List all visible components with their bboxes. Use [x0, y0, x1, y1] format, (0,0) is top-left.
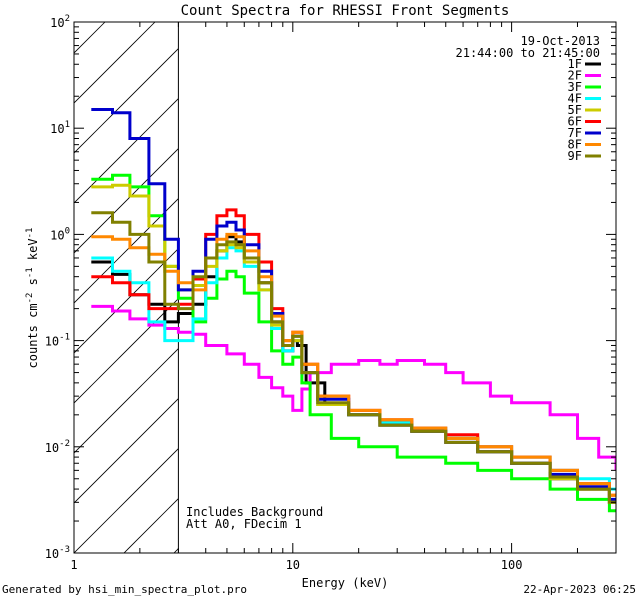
legend-label-7F: 7F — [568, 126, 582, 140]
hatch-line — [74, 298, 179, 404]
hatch-line — [0, 22, 5, 553]
legend-label-6F: 6F — [568, 115, 582, 129]
hatch-line — [74, 448, 179, 553]
y-tick-label: 100 — [50, 226, 70, 242]
chart-title: Count Spectra for RHESSI Front Segments — [181, 3, 510, 19]
hatch-line — [74, 98, 179, 204]
series-line-9F — [91, 211, 616, 504]
hatch-line — [74, 398, 179, 504]
legend-label-8F: 8F — [568, 138, 582, 152]
x-tick-label: 100 — [501, 558, 523, 572]
series-line-5F — [91, 183, 616, 504]
y-tick-label: 10-3 — [45, 545, 70, 561]
series-line-2F — [91, 304, 616, 471]
hatch-line — [374, 22, 640, 553]
y-tick-label: 102 — [50, 14, 70, 30]
series-line-4F — [91, 246, 616, 491]
hatched-region — [0, 22, 640, 553]
hatch-line — [624, 22, 640, 553]
y-tick-label: 101 — [50, 120, 70, 136]
hatch-line — [524, 22, 640, 553]
series-line-3F — [91, 173, 616, 513]
axis-ticks: 1 10 100 10-3 10-2 10-1 100 101 102 — [45, 14, 617, 572]
legend-label-4F: 4F — [568, 92, 582, 106]
hatch-line — [74, 198, 179, 304]
legend-label-3F: 3F — [568, 80, 582, 94]
hatch-line — [74, 22, 156, 104]
y-tick-label: 10-1 — [45, 333, 70, 349]
hatch-line — [274, 22, 640, 553]
series-layer — [91, 108, 616, 513]
x-axis-label: Energy (keV) — [302, 576, 389, 590]
plot-frame — [73, 21, 617, 554]
hatch-line — [74, 48, 179, 154]
x-tick-label: 1 — [70, 558, 77, 572]
x-tick-label: 10 — [286, 558, 300, 572]
footer-generated-by: Generated by hsi_min_spectra_plot.pro — [2, 583, 248, 596]
hatch-line — [74, 248, 179, 354]
y-tick-label: 10-2 — [45, 439, 70, 455]
legend-label-2F: 2F — [568, 69, 582, 83]
y-axis-label: counts cm-2 s-1 keV-1 — [25, 228, 40, 369]
footer-timestamp: 22-Apr-2023 06:25 — [523, 583, 636, 596]
background-annotation: Includes Background — [186, 505, 323, 519]
legend-label-9F: 9F — [568, 149, 582, 163]
hatch-line — [574, 22, 640, 553]
hatch-line — [324, 22, 640, 553]
legend-label-1F: 1F — [568, 57, 582, 71]
time-range-label: 21:44:00 to 21:45:00 — [456, 46, 601, 60]
attenuator-annotation: Att A0, FDecim 1 — [186, 517, 302, 531]
legend-label-5F: 5F — [568, 103, 582, 117]
date-label: 19-Oct-2013 — [521, 34, 600, 48]
hatch-line — [424, 22, 640, 553]
series-line-6F — [91, 208, 616, 497]
series-line-8F — [91, 232, 616, 497]
